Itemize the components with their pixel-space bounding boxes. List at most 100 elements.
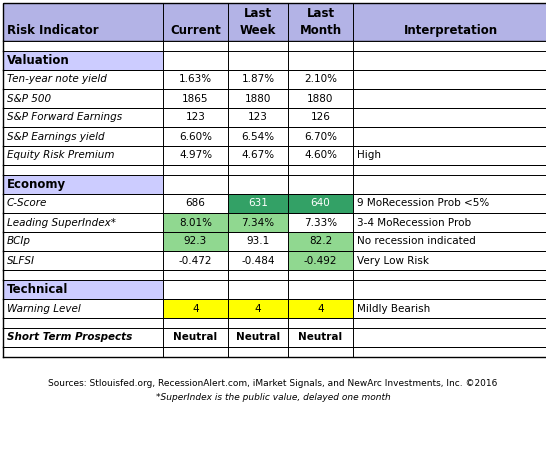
Text: 126: 126: [311, 112, 330, 123]
Text: 1865: 1865: [182, 93, 209, 103]
Text: 9 MoRecession Prob <5%: 9 MoRecession Prob <5%: [357, 199, 489, 209]
Bar: [3, 194, 546, 213]
Bar: [3, 175, 163, 194]
Text: 7.33%: 7.33%: [304, 218, 337, 228]
Bar: [3, 3, 546, 41]
Text: Ten-year note yield: Ten-year note yield: [7, 75, 107, 84]
Text: Risk Indicator: Risk Indicator: [7, 24, 99, 37]
Bar: [3, 89, 546, 108]
Text: Last: Last: [306, 7, 335, 20]
Text: Neutral: Neutral: [236, 332, 280, 343]
Bar: [163, 299, 228, 318]
Bar: [3, 3, 546, 41]
Text: -0.484: -0.484: [241, 255, 275, 265]
Bar: [163, 232, 228, 251]
Bar: [288, 194, 353, 213]
Text: 93.1: 93.1: [246, 236, 270, 246]
Text: Technical: Technical: [7, 283, 68, 296]
Text: 2.10%: 2.10%: [304, 75, 337, 84]
Bar: [288, 280, 353, 299]
Text: Week: Week: [240, 24, 276, 37]
Bar: [163, 280, 228, 299]
Text: No recession indicated: No recession indicated: [357, 236, 476, 246]
Text: 6.54%: 6.54%: [241, 132, 275, 142]
Text: BCIp: BCIp: [7, 236, 31, 246]
Bar: [3, 165, 546, 175]
Text: 640: 640: [311, 199, 330, 209]
Bar: [3, 270, 546, 280]
Bar: [3, 251, 546, 270]
Bar: [3, 213, 546, 232]
Text: -0.492: -0.492: [304, 255, 337, 265]
Bar: [3, 299, 546, 318]
Bar: [3, 41, 546, 51]
Text: 6.70%: 6.70%: [304, 132, 337, 142]
Text: 8.01%: 8.01%: [179, 218, 212, 228]
Bar: [3, 51, 163, 70]
Text: Last: Last: [244, 7, 272, 20]
Text: Neutral: Neutral: [174, 332, 217, 343]
Text: 92.3: 92.3: [184, 236, 207, 246]
Text: 4.67%: 4.67%: [241, 151, 275, 160]
Bar: [3, 280, 163, 299]
Text: 1.87%: 1.87%: [241, 75, 275, 84]
Text: 4: 4: [192, 303, 199, 313]
Bar: [3, 146, 546, 165]
Bar: [288, 251, 353, 270]
Text: 7.34%: 7.34%: [241, 218, 275, 228]
Text: Sources: Stlouisfed.org, RecessionAlert.com, iMarket Signals, and NewArc Investm: Sources: Stlouisfed.org, RecessionAlert.…: [48, 379, 498, 388]
Text: Valuation: Valuation: [7, 54, 70, 67]
Text: Equity Risk Premium: Equity Risk Premium: [7, 151, 115, 160]
Bar: [3, 108, 546, 127]
Bar: [353, 280, 546, 299]
Bar: [163, 213, 228, 232]
Bar: [228, 175, 288, 194]
Bar: [3, 70, 546, 89]
Bar: [228, 299, 288, 318]
Text: 1880: 1880: [245, 93, 271, 103]
Text: 3-4 MoRecession Prob: 3-4 MoRecession Prob: [357, 218, 471, 228]
Text: Neutral: Neutral: [299, 332, 342, 343]
Text: 1.63%: 1.63%: [179, 75, 212, 84]
Bar: [3, 318, 546, 328]
Text: 6.60%: 6.60%: [179, 132, 212, 142]
Text: Economy: Economy: [7, 178, 66, 191]
Text: -0.472: -0.472: [179, 255, 212, 265]
Text: Month: Month: [299, 24, 342, 37]
Text: 4.60%: 4.60%: [304, 151, 337, 160]
Bar: [228, 280, 288, 299]
Text: 123: 123: [248, 112, 268, 123]
Bar: [163, 51, 228, 70]
Bar: [3, 347, 546, 357]
Bar: [228, 194, 288, 213]
Bar: [288, 232, 353, 251]
Text: 4: 4: [317, 303, 324, 313]
Text: High: High: [357, 151, 381, 160]
Bar: [3, 127, 546, 146]
Text: Short Term Prospects: Short Term Prospects: [7, 332, 132, 343]
Text: 686: 686: [186, 199, 205, 209]
Bar: [353, 175, 546, 194]
Bar: [228, 51, 288, 70]
Text: Interpretation: Interpretation: [404, 24, 498, 37]
Text: Very Low Risk: Very Low Risk: [357, 255, 429, 265]
Text: C-Score: C-Score: [7, 199, 48, 209]
Text: S&P Earnings yield: S&P Earnings yield: [7, 132, 105, 142]
Bar: [353, 51, 546, 70]
Text: 123: 123: [186, 112, 205, 123]
Bar: [288, 51, 353, 70]
Text: SLFSI: SLFSI: [7, 255, 35, 265]
Text: Current: Current: [170, 24, 221, 37]
Text: 82.2: 82.2: [309, 236, 332, 246]
Bar: [163, 175, 228, 194]
Bar: [3, 232, 546, 251]
Text: 4: 4: [254, 303, 262, 313]
Text: S&P Forward Earnings: S&P Forward Earnings: [7, 112, 122, 123]
Text: *SuperIndex is the public value, delayed one month: *SuperIndex is the public value, delayed…: [156, 393, 390, 402]
Text: 1880: 1880: [307, 93, 334, 103]
Text: Leading SuperIndex*: Leading SuperIndex*: [7, 218, 116, 228]
Bar: [3, 328, 546, 347]
Bar: [288, 175, 353, 194]
Text: S&P 500: S&P 500: [7, 93, 51, 103]
Text: Warning Level: Warning Level: [7, 303, 81, 313]
